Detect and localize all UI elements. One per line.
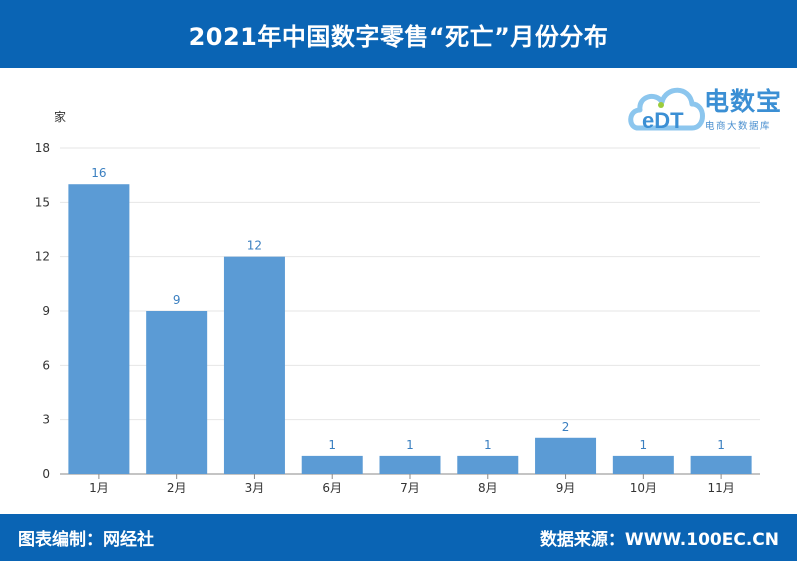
bar [457, 455, 519, 474]
x-tick-label: 7月 [400, 481, 420, 495]
bar [535, 437, 597, 474]
x-tick-label: 6月 [322, 481, 342, 495]
y-tick-label: 0 [42, 467, 50, 481]
y-tick-label: 15 [35, 195, 50, 209]
chart-title: 2021年中国数字零售“死亡”月份分布 [188, 22, 609, 51]
chart-footer: 图表编制：网经社 数据来源：WWW.100EC.CN [0, 514, 797, 561]
x-tick-label: 1月 [89, 481, 109, 495]
y-axis-unit-label: 家 [54, 109, 66, 124]
y-tick-label: 18 [35, 141, 50, 155]
y-tick-label: 12 [35, 250, 50, 264]
footer-source: 数据来源：WWW.100EC.CN [539, 530, 779, 550]
bar [146, 311, 208, 474]
bar-value-label: 16 [91, 166, 106, 180]
bar-value-label: 1 [717, 438, 725, 452]
bar [612, 455, 674, 474]
bar-value-label: 1 [640, 438, 648, 452]
cloud-logo-icon: eDT [628, 87, 705, 133]
logo-sub-text: 电商大数据库 [705, 121, 772, 132]
x-tick-label: 10月 [630, 481, 657, 495]
y-tick-label: 6 [42, 358, 50, 372]
bar [301, 455, 363, 474]
x-tick-label: 9月 [556, 481, 576, 495]
x-tick-label: 3月 [245, 481, 265, 495]
bar-value-label: 1 [484, 438, 492, 452]
bar [379, 455, 441, 474]
bar [690, 455, 752, 474]
x-tick-label: 11月 [707, 481, 734, 495]
logo-mark-text: eDT [642, 108, 684, 133]
x-tick-label: 8月 [478, 481, 498, 495]
bar [68, 184, 130, 474]
x-tick-label: 2月 [167, 481, 187, 495]
bar [223, 256, 285, 474]
edt-logo: eDT 电数宝 电商大数据库 [628, 72, 794, 136]
y-tick-label: 3 [42, 413, 50, 427]
bar-value-label: 1 [406, 438, 414, 452]
logo-main-text: 电数宝 [704, 87, 783, 116]
bar-value-label: 9 [173, 293, 181, 307]
footer-compiler: 图表编制：网经社 [18, 530, 154, 550]
bar-value-label: 1 [328, 438, 336, 452]
chart-header: 2021年中国数字零售“死亡”月份分布 [0, 0, 797, 68]
bar-value-label: 2 [562, 420, 570, 434]
y-tick-label: 9 [42, 304, 50, 318]
bar-value-label: 12 [247, 239, 262, 253]
